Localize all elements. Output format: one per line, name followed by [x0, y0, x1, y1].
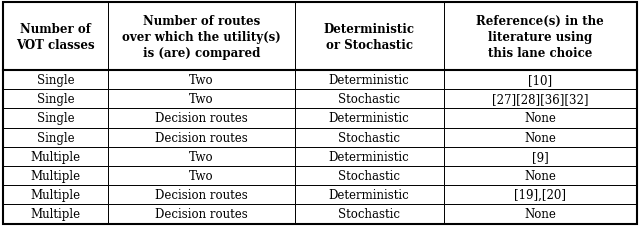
Bar	[3, 166, 108, 185]
Text: Two: Two	[189, 93, 214, 106]
Text: Single: Single	[36, 93, 74, 106]
Text: Decision routes: Decision routes	[155, 112, 248, 125]
Text: Stochastic: Stochastic	[338, 93, 400, 106]
Text: [9]: [9]	[532, 150, 548, 163]
Text: Reference(s) in the
literature using
this lane choice: Reference(s) in the literature using thi…	[476, 15, 604, 59]
Bar	[108, 71, 294, 90]
Bar	[294, 166, 444, 185]
Text: Single: Single	[36, 131, 74, 144]
Bar	[294, 90, 444, 109]
Text: Multiple: Multiple	[31, 207, 81, 220]
Text: Deterministic: Deterministic	[329, 74, 410, 86]
Text: Decision routes: Decision routes	[155, 131, 248, 144]
Text: [10]: [10]	[528, 74, 552, 86]
Bar	[108, 166, 294, 185]
Bar	[294, 185, 444, 205]
Bar	[444, 3, 637, 71]
Bar	[444, 147, 637, 166]
Text: Single: Single	[36, 74, 74, 86]
Text: None: None	[524, 169, 556, 182]
Text: Decision routes: Decision routes	[155, 207, 248, 220]
Text: [27][28][36][32]: [27][28][36][32]	[492, 93, 588, 106]
Text: Two: Two	[189, 74, 214, 86]
Text: None: None	[524, 207, 556, 220]
Text: Two: Two	[189, 169, 214, 182]
Text: Deterministic: Deterministic	[329, 188, 410, 201]
Text: [19],[20]: [19],[20]	[514, 188, 566, 201]
Bar	[108, 90, 294, 109]
Text: Decision routes: Decision routes	[155, 188, 248, 201]
Bar	[108, 147, 294, 166]
Bar	[3, 128, 108, 147]
Bar	[294, 109, 444, 128]
Text: Single: Single	[36, 112, 74, 125]
Bar	[108, 109, 294, 128]
Bar	[294, 205, 444, 224]
Bar	[444, 109, 637, 128]
Text: Stochastic: Stochastic	[338, 131, 400, 144]
Bar	[108, 3, 294, 71]
Bar	[294, 147, 444, 166]
Bar	[294, 3, 444, 71]
Bar	[444, 166, 637, 185]
Bar	[3, 147, 108, 166]
Bar	[3, 71, 108, 90]
Text: Multiple: Multiple	[31, 188, 81, 201]
Text: Multiple: Multiple	[31, 169, 81, 182]
Bar	[3, 185, 108, 205]
Bar	[3, 205, 108, 224]
Text: Deterministic
or Stochastic: Deterministic or Stochastic	[324, 22, 415, 52]
Bar	[444, 128, 637, 147]
Bar	[294, 128, 444, 147]
Bar	[294, 71, 444, 90]
Bar	[444, 205, 637, 224]
Bar	[3, 90, 108, 109]
Bar	[3, 3, 108, 71]
Bar	[444, 90, 637, 109]
Bar	[3, 109, 108, 128]
Text: Deterministic: Deterministic	[329, 112, 410, 125]
Bar	[444, 71, 637, 90]
Bar	[108, 185, 294, 205]
Bar	[108, 205, 294, 224]
Text: Number of
VOT classes: Number of VOT classes	[16, 22, 95, 52]
Text: None: None	[524, 131, 556, 144]
Bar	[108, 128, 294, 147]
Text: Stochastic: Stochastic	[338, 207, 400, 220]
Text: Number of routes
over which the utility(s)
is (are) compared: Number of routes over which the utility(…	[122, 15, 280, 59]
Text: None: None	[524, 112, 556, 125]
Text: Multiple: Multiple	[31, 150, 81, 163]
Text: Two: Two	[189, 150, 214, 163]
Text: Deterministic: Deterministic	[329, 150, 410, 163]
Text: Stochastic: Stochastic	[338, 169, 400, 182]
Bar	[444, 185, 637, 205]
